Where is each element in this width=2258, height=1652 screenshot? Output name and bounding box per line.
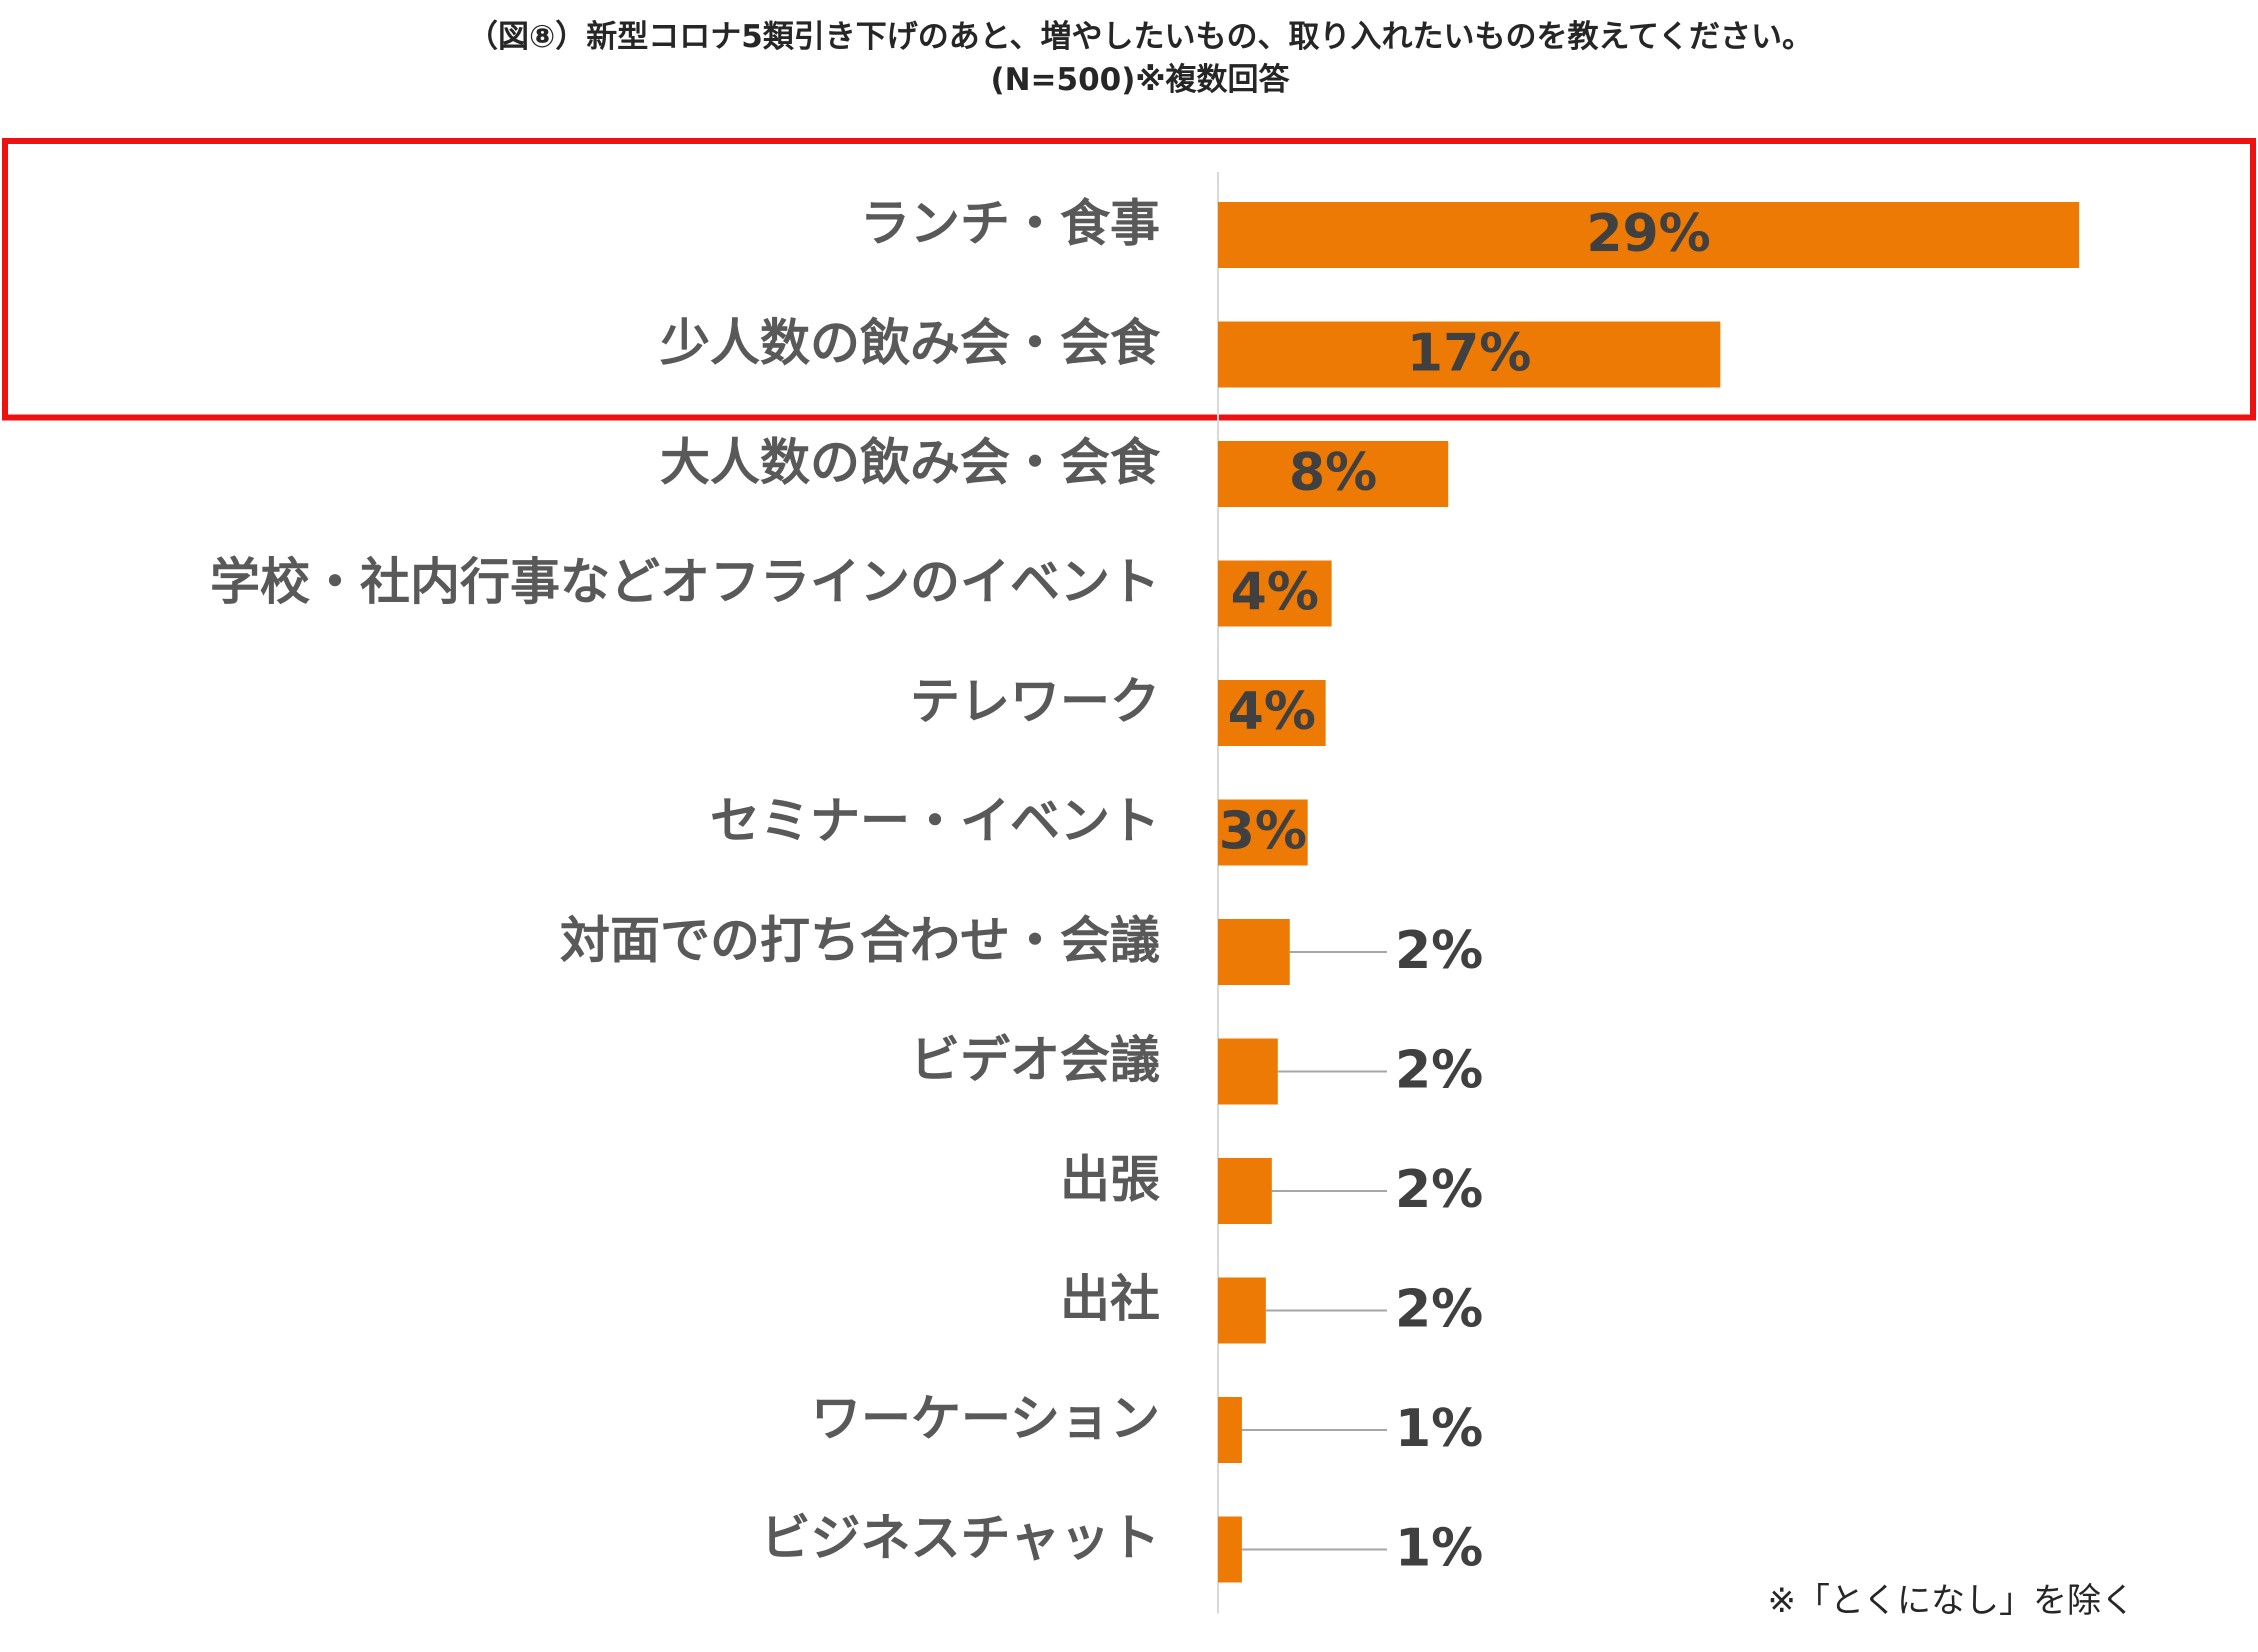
category-label: 大人数の飲み会・会食: [660, 434, 1161, 492]
category-label: セミナー・イベント: [710, 792, 1160, 850]
bars-layer: ランチ・食事 29% 少人数の飲み会・会食 17% 大人数の飲み会・会食 8% 学校・社内行…: [210, 195, 2080, 1583]
data-label: 1%: [1395, 1399, 1483, 1459]
data-label: 4%: [1228, 682, 1316, 742]
bar: [1218, 799, 1308, 866]
data-label: 29%: [1586, 204, 1710, 264]
category-label: 少人数の飲み会・会食: [660, 314, 1161, 372]
bar: [1218, 1397, 1242, 1463]
bar: [1218, 560, 1332, 627]
bar: [1218, 441, 1449, 507]
data-label: 1%: [1395, 1519, 1483, 1579]
data-label: 2%: [1395, 1041, 1483, 1101]
bar: [1218, 321, 1721, 388]
bar: [1218, 680, 1326, 746]
data-label: 3%: [1219, 802, 1307, 862]
data-label: 2%: [1395, 1160, 1483, 1220]
data-label: 2%: [1395, 921, 1483, 981]
category-label: ビジネスチャット: [761, 1509, 1161, 1567]
bar: [1218, 1158, 1272, 1224]
category-label: ワーケーション: [811, 1390, 1160, 1448]
category-label: ビデオ会議: [910, 1031, 1160, 1089]
bar: [1218, 1277, 1266, 1344]
chart-title: （図⑧）新型コロナ5類引き下げのあと、増やしたいもの、取り入れたいものを教えてく…: [467, 19, 1813, 55]
bar: [1218, 1516, 1242, 1583]
category-label: 出張: [1060, 1151, 1160, 1209]
data-label: 17%: [1407, 324, 1531, 384]
bar: [1218, 919, 1290, 985]
data-label: 4%: [1231, 563, 1319, 623]
data-label: 2%: [1395, 1280, 1483, 1340]
bar: [1218, 1038, 1278, 1105]
category-label: 学校・社内行事などオフラインのイベント: [210, 553, 1160, 611]
category-label: テレワーク: [910, 673, 1160, 731]
footnote: ※「とくになし」を除く: [1768, 1581, 2135, 1621]
category-label: ランチ・食事: [860, 195, 1160, 253]
category-label: 対面での打ち合わせ・会議: [560, 912, 1160, 970]
bar: [1218, 202, 2080, 268]
chart-subtitle: (N=500)※複数回答: [990, 62, 1290, 98]
data-label: 8%: [1289, 443, 1377, 503]
category-label: 出社: [1060, 1270, 1160, 1328]
highlight-box: [2, 138, 2256, 421]
